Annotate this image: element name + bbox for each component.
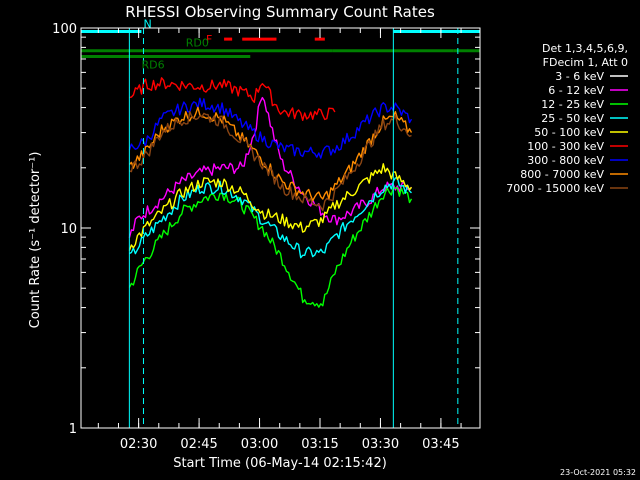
legend-entry-label: 300 - 800 keV (527, 154, 604, 167)
legend: Det 1,3,4,5,6,9, FDecim 1, Att 0 3 - 6 k… (506, 42, 628, 195)
y-axis-ticks: 1 10 100 (52, 22, 480, 437)
series-line-12-25-kev (128, 187, 413, 308)
x-tick-label: 02:45 (180, 437, 217, 452)
legend-entry-label: 6 - 12 keV (548, 84, 604, 97)
legend-entry-label: 25 - 50 keV (541, 112, 604, 125)
series-line-7000-15000-kev (129, 110, 412, 212)
y-tick-label: 100 (52, 22, 77, 37)
x-tick-label: 03:45 (422, 437, 459, 452)
flag-label-rd0: RD0 (186, 37, 209, 50)
chart-title: RHESSI Observing Summary Count Rates (125, 3, 435, 21)
legend-entry-label: 100 - 300 keV (527, 140, 604, 153)
generation-timestamp: 23-Oct-2021 05:32 (560, 468, 636, 477)
flag-label-n: N (143, 18, 151, 31)
legend-entry-label: 800 - 7000 keV (520, 168, 604, 181)
series-line-300-800-kev (128, 97, 413, 159)
x-tick-label: 03:00 (241, 437, 278, 452)
legend-entry-label: 50 - 100 keV (534, 126, 604, 139)
series-line-100-300-kev (129, 77, 336, 122)
series-line-6-12-kev (128, 96, 412, 238)
series-line-3-6-kev (128, 107, 413, 206)
y-axis-label: Count Rate (s⁻¹ detector⁻¹) (28, 152, 43, 329)
x-tick-label: 03:30 (362, 437, 399, 452)
series-line-50-100-kev (128, 163, 413, 251)
plot-frame (80, 27, 481, 429)
legend-header-line-2: FDecim 1, Att 0 (543, 56, 628, 69)
x-tick-label: 03:15 (301, 437, 338, 452)
x-axis-ticks: 02:30 02:45 03:00 03:15 03:30 03:45 (97, 28, 462, 452)
y-tick-label: 1 (69, 422, 77, 437)
y-tick-label: 10 (60, 222, 77, 237)
legend-entry-label: 7000 - 15000 keV (506, 182, 604, 195)
flag-label-rd6: RD6 (141, 59, 164, 72)
legend-entry-label: 12 - 25 keV (541, 98, 604, 111)
series-line-25-50-kev (129, 177, 412, 259)
flag-label-f: F (206, 33, 212, 46)
legend-header-line-1: Det 1,3,4,5,6,9, (542, 42, 628, 55)
legend-entry-label: 3 - 6 keV (555, 70, 604, 83)
x-axis-label: Start Time (06-May-14 02:15:42) (173, 456, 387, 471)
x-tick-label: 02:30 (120, 437, 157, 452)
